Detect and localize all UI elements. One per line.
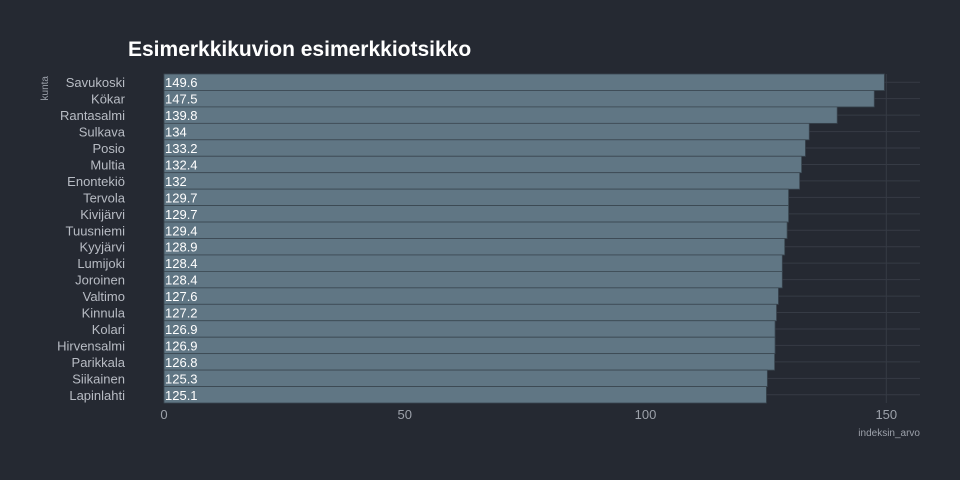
bar [163,369,768,387]
bar [163,238,786,256]
category-label: Sulkava [79,125,126,140]
x-tick-label: 0 [160,407,167,422]
bar-value-label: 129.4 [165,223,198,238]
bar [163,73,885,91]
bar [163,303,777,322]
bar-value-label: 126.8 [165,355,198,370]
bar-value-label: 149.6 [165,75,198,90]
bar [163,386,767,404]
bar [163,106,838,124]
bar-value-label: 134 [165,125,187,140]
bar [163,336,776,355]
bar-value-label: 125.1 [165,388,198,403]
category-label: Hirvensalmi [57,338,125,353]
category-label: Siikainen [72,371,125,386]
category-label: Valtimo [83,289,125,304]
bar [163,188,789,206]
bar-value-label: 128.4 [165,256,198,271]
category-label: Savukoski [66,75,125,90]
category-label: Multia [90,157,125,172]
category-label: Tuusniemi [66,223,126,238]
bar [163,254,783,272]
y-axis-title: kunta [40,76,51,101]
bar-value-label: 127.2 [165,306,198,321]
bar [163,139,806,157]
x-tick-label: 50 [398,407,412,422]
bar [163,172,801,190]
bar-value-label: 132 [165,174,187,189]
bar-value-label: 127.6 [165,289,198,304]
value-labels: 149.6147.5139.8134133.2132.4132129.7129.… [165,75,198,403]
category-label: Joroinen [75,273,125,288]
category-label: Kökar [91,92,126,107]
bar-value-label: 129.7 [165,207,198,222]
chart-title: Esimerkkikuvion esimerkkiotsikko [128,38,471,61]
category-label: Kinnula [82,306,126,321]
bar [163,353,775,371]
bar-value-label: 133.2 [165,141,198,156]
bar [163,320,776,338]
category-label: Kivijärvi [80,207,125,222]
category-label: Tervola [83,190,126,205]
bar [163,155,802,174]
bar [163,122,810,141]
bar-value-label: 132.4 [165,157,198,172]
bar-value-label: 139.8 [165,108,198,123]
category-label: Enontekiö [67,174,125,189]
bar [163,221,788,239]
bar-value-label: 128.9 [165,240,198,255]
bar [163,90,875,108]
category-label: Lapinlahti [69,388,125,403]
category-label: Rantasalmi [60,108,125,123]
bar-value-label: 126.9 [165,322,198,337]
x-tick-label: 100 [635,407,657,422]
category-label: Posio [92,141,125,156]
bar-value-label: 147.5 [165,92,198,107]
bar [163,205,789,223]
category-label: Kolari [92,322,125,337]
bar [163,270,783,289]
bars [163,73,885,404]
bar-value-label: 125.3 [165,371,198,386]
category-label: Kyyjärvi [79,240,125,255]
bar-value-label: 128.4 [165,273,198,288]
bar [163,287,779,305]
x-tick-labels: 0 50 100 150 [160,407,897,422]
bar-value-label: 126.9 [165,338,198,353]
x-axis-title: indeksin_arvo [858,428,920,439]
x-tick-label: 150 [875,407,897,422]
category-label: Lumijoki [77,256,125,271]
bar-value-label: 129.7 [165,190,198,205]
category-label: Parikkala [72,355,126,370]
